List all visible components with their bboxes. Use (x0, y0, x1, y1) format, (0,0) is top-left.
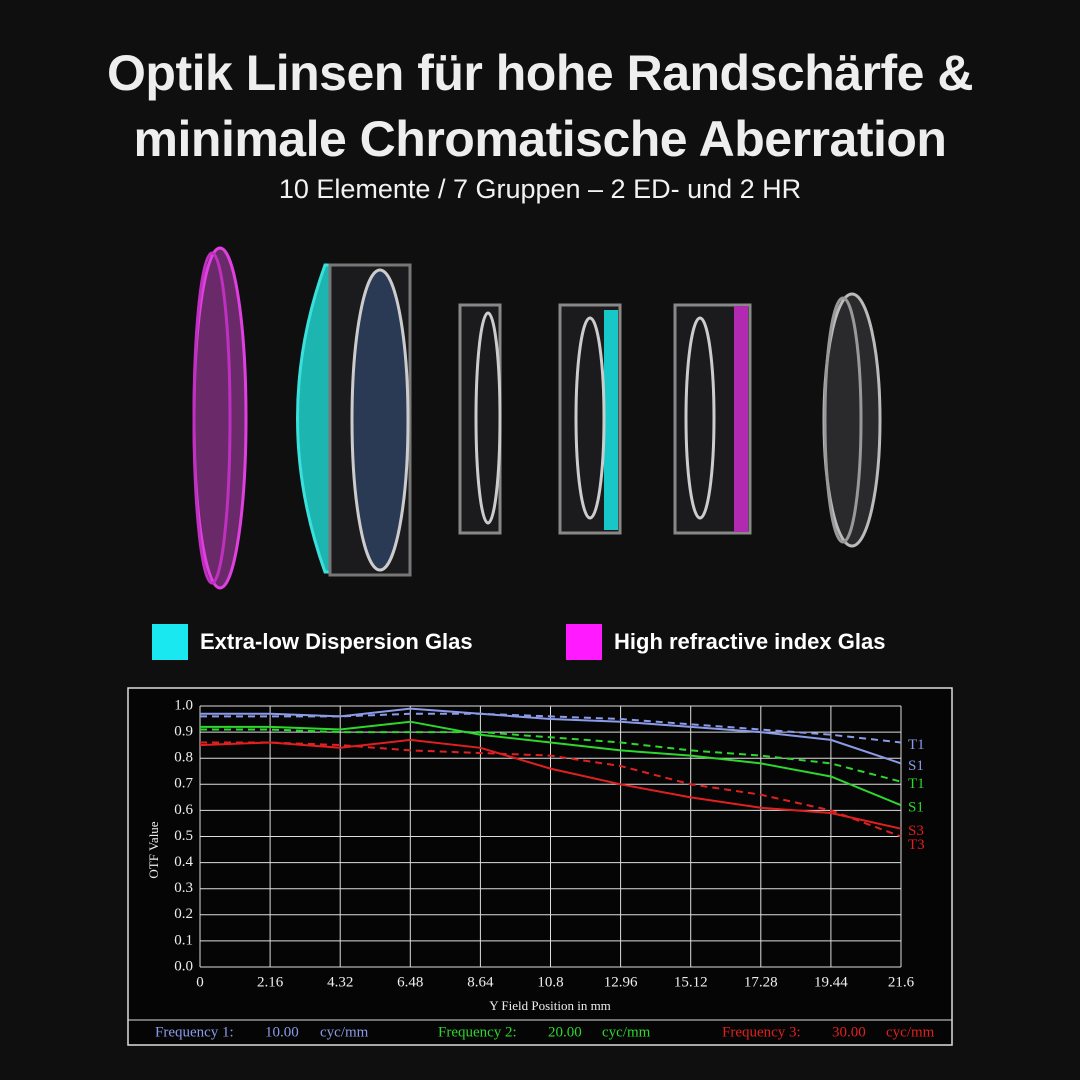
title-line: Optik Linsen für hohe Randschärfe & (107, 45, 973, 101)
legend-item: Extra-low Dispersion Glas (152, 624, 473, 660)
y-tick-label: 0.8 (174, 750, 193, 766)
lens-illustration (192, 246, 882, 590)
x-tick-label: 4.32 (327, 974, 353, 990)
x-tick-label: 17.28 (744, 974, 778, 990)
x-tick-label: 6.48 (397, 974, 423, 990)
y-tick-label: 0.3 (174, 880, 193, 896)
series-line (200, 712, 902, 744)
series-line (200, 707, 902, 765)
x-tick-label: 2.16 (257, 974, 284, 990)
y-tick-label: 0.1 (174, 932, 193, 948)
legend-label: Extra-low Dispersion Glas (200, 629, 473, 654)
series-name: T1 (908, 776, 925, 792)
chart-frame (127, 687, 953, 1046)
lenses (192, 246, 882, 590)
y-tick-label: 1.0 (174, 697, 193, 713)
x-tick-label: 10.8 (537, 974, 563, 990)
title-line: minimale Chromatische Aberration (133, 111, 947, 167)
series-name: T1 (908, 737, 925, 753)
series-name: S1 (908, 800, 924, 816)
x-axis-label: Y Field Position in mm (489, 998, 611, 1013)
x-tick-label: 19.44 (814, 974, 848, 990)
y-axis-label: OTF Value (146, 821, 161, 878)
footer-unit: cyc/mm (886, 1024, 935, 1040)
series-line (199, 738, 902, 830)
y-tick-label: 0.6 (174, 802, 193, 818)
legend-label: High refractive index Glas (614, 629, 886, 654)
footer-value: 20.00 (548, 1024, 582, 1040)
series-line (200, 720, 902, 807)
footer-value: 10.00 (265, 1024, 299, 1040)
y-tick-label: 0.0 (174, 958, 193, 974)
legend-swatch (152, 624, 188, 660)
series-name: S1 (908, 758, 924, 774)
x-tick-label: 12.96 (604, 974, 638, 990)
series-line (200, 741, 902, 838)
x-tick-label: 8.64 (467, 974, 494, 990)
legend-item: High refractive index Glas (566, 624, 885, 660)
footer-label: Frequency 2: (438, 1024, 517, 1040)
footer-unit: cyc/mm (320, 1024, 369, 1040)
footer-label: Frequency 1: (155, 1024, 234, 1040)
footer-value: 30.00 (832, 1024, 866, 1040)
footer-unit: cyc/mm (602, 1024, 651, 1040)
subtitle: 10 Elemente / 7 Gruppen – 2 ED- und 2 HR (278, 174, 802, 204)
legend-swatch (566, 624, 602, 660)
series-line (200, 728, 902, 783)
series-name: T3 (908, 837, 925, 853)
x-tick-label: 15.12 (674, 974, 708, 990)
y-tick-label: 0.4 (174, 854, 193, 870)
footer-label: Frequency 3: (722, 1024, 801, 1040)
y-tick-label: 0.9 (174, 724, 193, 740)
x-tick-label: 21.6 (888, 974, 915, 990)
y-tick-label: 0.5 (174, 828, 193, 844)
series-name: S3 (908, 823, 924, 839)
x-tick-label: 0 (196, 974, 204, 990)
y-tick-label: 0.2 (174, 906, 193, 922)
y-tick-label: 0.7 (174, 776, 193, 792)
